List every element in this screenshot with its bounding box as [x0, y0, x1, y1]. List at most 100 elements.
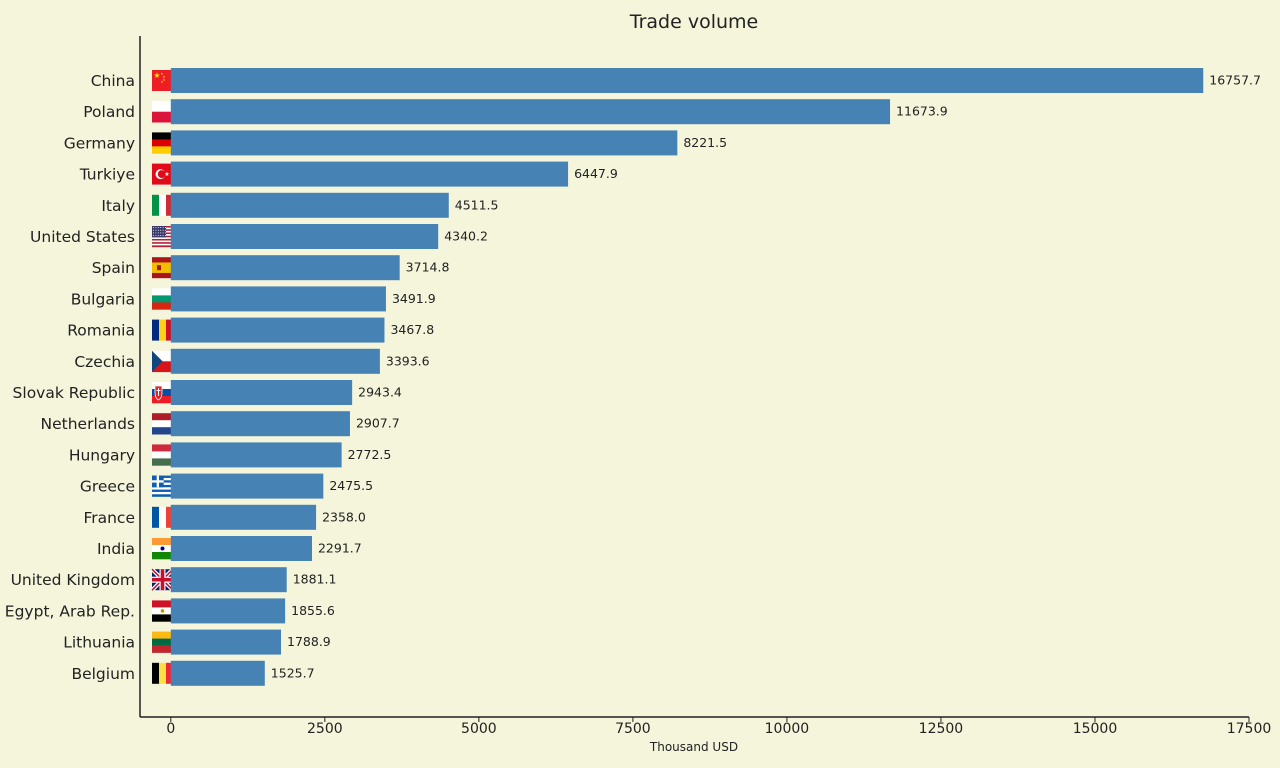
- lithuania-flag-icon: [152, 631, 173, 653]
- category-label-france: France: [83, 509, 135, 527]
- bar-romania: [170, 317, 385, 343]
- x-tick-labels: 0 2500 5000 7500 10000 12500 15000 17500: [166, 717, 1271, 737]
- turkiye-flag-icon: ★: [152, 163, 173, 185]
- svg-text:★: ★: [164, 171, 169, 178]
- value-label-china: 16757.7: [1209, 73, 1261, 88]
- bar-france: [170, 504, 317, 530]
- germany-flag-icon: [152, 132, 173, 154]
- category-label-spain: Spain: [92, 259, 135, 277]
- svg-text:★: ★: [160, 72, 163, 76]
- value-label-czechia: 3393.6: [386, 353, 430, 368]
- value-label-poland: 11673.9: [896, 104, 948, 119]
- egypt-flag-icon: [152, 600, 173, 622]
- value-label-hungary: 2772.5: [348, 447, 392, 462]
- category-label-italy: Italy: [101, 197, 135, 215]
- value-label-spain: 3714.8: [406, 260, 450, 275]
- category-label-hungary: Hungary: [69, 446, 135, 464]
- bar-czechia: [170, 348, 380, 374]
- category-label-egypt-arab-rep: Egypt, Arab Rep.: [5, 602, 135, 620]
- category-label-czechia: Czechia: [74, 353, 135, 371]
- greece-flag-icon: [152, 475, 173, 497]
- romania-flag-icon: [152, 319, 174, 341]
- value-label-germany: 8221.5: [683, 135, 727, 150]
- value-label-egypt-arab-rep: 1855.6: [291, 603, 335, 618]
- spain-flag-icon: [152, 257, 173, 279]
- category-label-united-kingdom: United Kingdom: [11, 571, 135, 589]
- value-label-india: 2291.7: [318, 541, 362, 556]
- x-tick-label: 12500: [919, 721, 964, 737]
- x-tick-label: 7500: [615, 721, 651, 737]
- italy-flag-icon: [152, 194, 174, 216]
- value-label-slovak-republic: 2943.4: [358, 385, 402, 400]
- svg-text:★: ★: [160, 80, 163, 84]
- svg-text:★: ★: [153, 71, 160, 80]
- belgium-flag-icon: [152, 662, 174, 684]
- bar-united-kingdom: [170, 567, 287, 593]
- x-tick-label: 15000: [1073, 721, 1118, 737]
- value-label-lithuania: 1788.9: [287, 634, 331, 649]
- category-label-germany: Germany: [64, 134, 135, 152]
- value-label-romania: 3467.8: [390, 322, 434, 337]
- czechia-flag-icon: [152, 350, 173, 373]
- hungary-flag-icon: [152, 444, 173, 466]
- slovak-republic-flag-icon: [152, 382, 173, 404]
- bar-poland: [170, 99, 891, 125]
- china-flag-icon: ★ ★★★★: [152, 70, 173, 91]
- bar-bulgaria: [170, 286, 386, 312]
- category-label-netherlands: Netherlands: [41, 415, 135, 433]
- netherlands-flag-icon: [152, 413, 173, 435]
- india-flag-icon: [152, 538, 173, 560]
- poland-flag-icon: [152, 101, 173, 123]
- united-states-flag-icon: [152, 226, 173, 248]
- category-label-bulgaria: Bulgaria: [71, 290, 135, 308]
- bulgaria-flag-icon: [152, 288, 173, 310]
- france-flag-icon: [152, 506, 174, 528]
- title-layer: Trade volume Thousand USD: [629, 11, 758, 754]
- bar-turkiye: [170, 161, 569, 187]
- bar-united-states: [170, 224, 439, 249]
- united-kingdom-flag-icon: [150, 567, 175, 592]
- svg-text:★: ★: [162, 78, 165, 82]
- svg-text:★: ★: [162, 75, 165, 79]
- value-label-united-kingdom: 1881.1: [293, 572, 337, 587]
- category-label-poland: Poland: [83, 103, 135, 121]
- category-label-slovak-republic: Slovak Republic: [13, 384, 135, 402]
- x-tick-label: 2500: [307, 721, 343, 737]
- bar-spain: [170, 255, 400, 281]
- category-label-greece: Greece: [80, 478, 135, 496]
- category-label-india: India: [97, 540, 135, 558]
- bar-germany: [170, 130, 678, 156]
- bar-italy: [170, 192, 449, 218]
- category-label-belgium: Belgium: [71, 665, 135, 683]
- value-label-united-states: 4340.2: [444, 229, 488, 244]
- category-label-lithuania: Lithuania: [63, 634, 135, 652]
- bar-egypt-arab-rep: [170, 598, 286, 624]
- x-tick-label: 5000: [461, 721, 497, 737]
- value-label-belgium: 1525.7: [271, 665, 315, 680]
- x-axis-label: Thousand USD: [649, 740, 738, 754]
- value-label-france: 2358.0: [322, 509, 366, 524]
- value-label-italy: 4511.5: [455, 197, 499, 212]
- category-label-turkiye: Turkiye: [79, 166, 135, 184]
- category-label-united-states: United States: [30, 228, 135, 246]
- category-label-china: China: [91, 72, 135, 90]
- x-tick-label: 10000: [765, 721, 810, 737]
- category-label-romania: Romania: [67, 322, 135, 340]
- bar-netherlands: [170, 411, 350, 437]
- bar-greece: [170, 473, 324, 499]
- bar-lithuania: [170, 629, 282, 655]
- x-tick-label: 17500: [1227, 721, 1272, 737]
- bar-belgium: [170, 660, 265, 686]
- value-label-netherlands: 2907.7: [356, 416, 400, 431]
- x-tick-label: 0: [166, 721, 175, 737]
- value-label-bulgaria: 3491.9: [392, 291, 436, 306]
- chart-title: Trade volume: [629, 11, 758, 33]
- bar-hungary: [170, 442, 342, 468]
- bar-slovak-republic: [170, 380, 353, 405]
- bar-china: [170, 68, 1204, 93]
- bar-india: [170, 536, 312, 561]
- value-label-greece: 2475.5: [329, 478, 373, 493]
